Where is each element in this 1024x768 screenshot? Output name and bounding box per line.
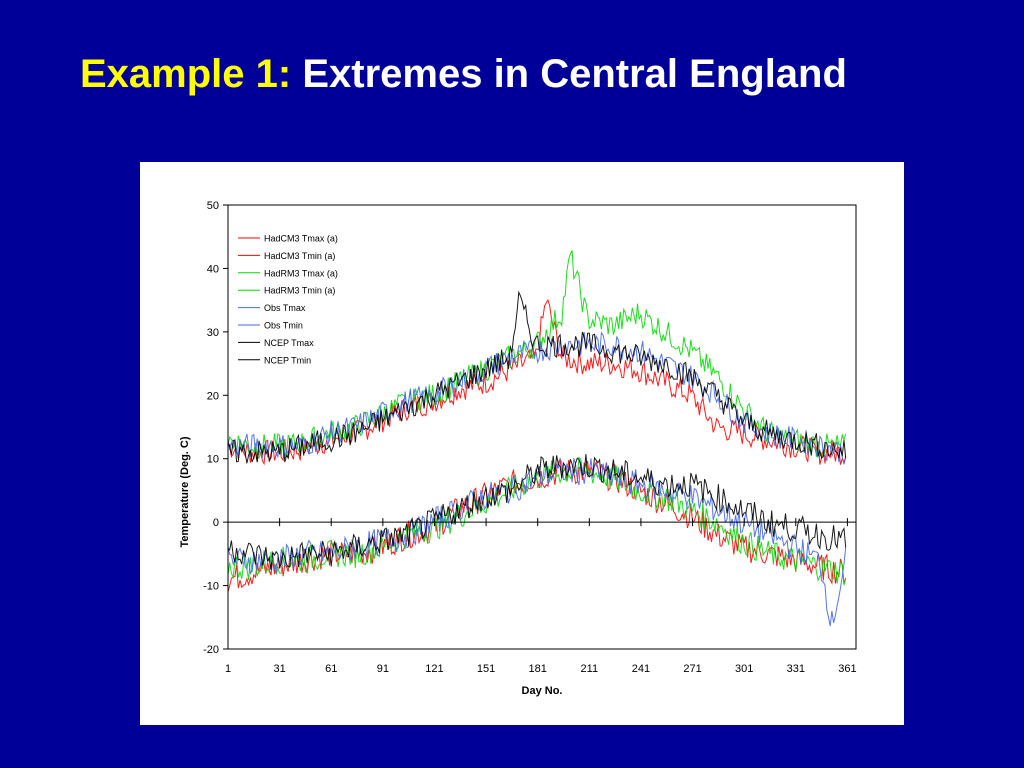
y-tick-label: 30	[207, 327, 219, 339]
x-tick-label: 241	[632, 663, 650, 675]
x-tick-label: 271	[683, 663, 701, 675]
legend-entry: Obs Tmax	[264, 303, 306, 313]
series-line-2	[227, 250, 847, 460]
slide-title-prefix: Example 1:	[80, 52, 292, 96]
x-tick-label: 91	[377, 663, 389, 675]
chart-panel: -20 -10 0 10 20 30 40 50 1 31 61 91 121 151 181 211 241 2…	[140, 162, 904, 725]
y-tick-label: -10	[203, 581, 219, 593]
x-tick-label: 211	[581, 663, 599, 675]
axes: -20 -10 0 10 20 30 40 50 1 31 61 91 121 151 181 211 241 2…	[203, 200, 856, 675]
x-tick-label: 181	[529, 663, 547, 675]
y-tick-label: 50	[207, 200, 219, 212]
y-axis-label: Temperature (Deg. C)	[179, 436, 191, 547]
series-line-5	[227, 457, 847, 626]
x-tick-label: 31	[273, 663, 285, 675]
legend-entry: HadCM3 Tmax (a)	[264, 234, 338, 244]
y-tick-label: 0	[213, 517, 219, 529]
plot-area-frame	[227, 204, 857, 650]
series-lines	[227, 250, 847, 626]
series-line-6	[227, 290, 847, 464]
x-tick-label: 301	[735, 663, 753, 675]
legend-entry: HadCM3 Tmin (a)	[264, 251, 335, 261]
slide-title: Example 1: Extremes in Central England	[80, 50, 940, 98]
y-tick-label: 20	[207, 390, 219, 402]
series-line-7	[227, 454, 847, 570]
series-line-4	[227, 331, 847, 465]
x-tick-label: 1	[225, 663, 231, 675]
y-tick-label: 10	[207, 454, 219, 466]
legend-entry: HadRM3 Tmax (a)	[264, 268, 338, 278]
legend-entry: NCEP Tmax	[264, 338, 314, 348]
slide-title-rest: Extremes in Central England	[291, 52, 847, 96]
legend-entry: Obs Tmin	[264, 321, 303, 331]
x-tick-label: 121	[425, 663, 443, 675]
line-chart: -20 -10 0 10 20 30 40 50 1 31 61 91 121 151 181 211 241 2…	[179, 200, 857, 697]
x-tick-label: 331	[787, 663, 805, 675]
y-tick-label: -20	[203, 644, 219, 656]
legend-entry: HadRM3 Tmin (a)	[264, 286, 335, 296]
x-tick-label: 61	[325, 663, 337, 675]
y-tick-label: 40	[207, 263, 219, 275]
x-tick-label: 151	[477, 663, 495, 675]
legend: HadCM3 Tmax (a) HadCM3 Tmin (a) HadRM3 Tma…	[238, 234, 338, 365]
legend-entry: NCEP Tmin	[264, 355, 311, 365]
x-axis-label: Day No.	[522, 685, 563, 697]
x-tick-label: 361	[838, 663, 856, 675]
series-line-3	[227, 456, 847, 586]
